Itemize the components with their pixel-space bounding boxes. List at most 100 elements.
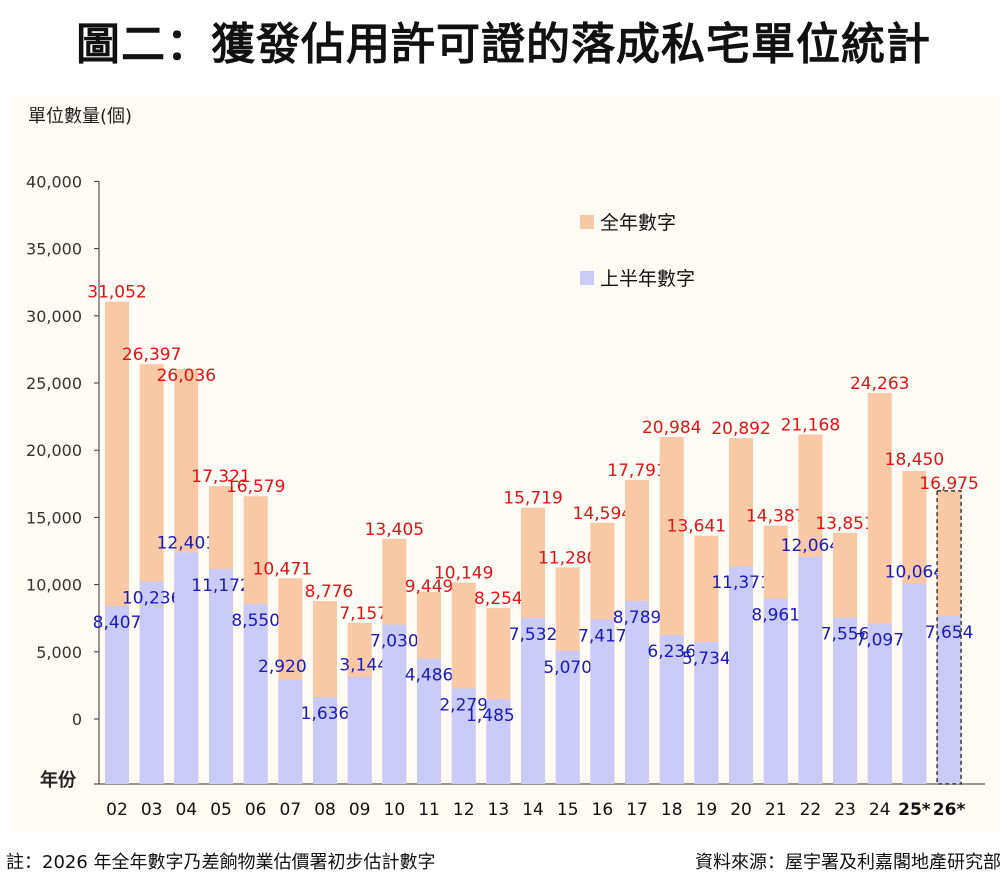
full-year-data-label: 20,892 (711, 419, 770, 439)
bar-half-year (798, 556, 823, 784)
y-tick-label: 0 (72, 710, 82, 729)
full-year-data-label: 9,449 (405, 577, 454, 597)
x-tick-label: 25* (898, 800, 931, 820)
full-year-data-label: 8,776 (305, 582, 354, 602)
half-year-data-label: 12,064 (781, 536, 840, 556)
full-year-data-label: 21,168 (781, 416, 840, 436)
half-year-data-label: 7,097 (855, 631, 904, 651)
full-year-data-label: 26,397 (122, 345, 181, 365)
legend-label-half-year: 上半年數字 (600, 268, 695, 290)
half-year-data-label: 5,734 (682, 649, 731, 669)
full-year-data-label: 17,321 (191, 467, 250, 487)
x-tick-label: 18 (661, 800, 683, 820)
half-year-data-label: 8,550 (231, 611, 280, 631)
y-tick-label: 5,000 (36, 643, 82, 662)
half-year-data-label: 2,279 (439, 695, 488, 715)
x-tick-label: 06 (245, 800, 267, 820)
bar-half-year (590, 619, 615, 784)
bar-half-year (243, 604, 268, 784)
full-year-data-label: 18,450 (885, 450, 944, 470)
bar-chart: 0 5,000 10,000 15,000 20,000 25,000 30,000 35,0… (26, 106, 985, 820)
x-tick-label: 15 (557, 800, 579, 820)
x-tick-label: 10 (384, 800, 406, 820)
half-year-data-label: 1,636 (301, 704, 350, 724)
bar-half-year (902, 583, 927, 784)
y-tick-label: 30,000 (26, 307, 82, 326)
half-year-data-label: 4,486 (405, 666, 454, 686)
full-year-data-label: 14,387 (746, 507, 805, 527)
bar-half-year (521, 617, 546, 784)
y-tick-label: 25,000 (26, 374, 82, 393)
full-year-data-label: 20,984 (642, 418, 701, 438)
half-year-data-label: 7,417 (578, 626, 627, 646)
half-year-data-label: 7,556 (821, 624, 870, 644)
full-year-data-label: 14,594 (573, 504, 632, 524)
x-tick-label: 23 (834, 800, 856, 820)
footnote: 註：2026 年全年數字乃差餉物業估價署初步估計數字 (6, 852, 436, 873)
bar-half-year (763, 598, 788, 784)
x-tick-label: 04 (176, 800, 198, 820)
bar-half-year (486, 699, 511, 784)
half-year-data-label: 11,172 (191, 576, 250, 596)
full-year-data-label: 13,851 (815, 514, 874, 534)
half-year-data-label: 5,070 (543, 658, 592, 678)
full-year-data-label: 26,036 (157, 366, 216, 386)
full-year-data-label: 16,579 (226, 477, 285, 497)
full-year-data-label: 13,405 (365, 520, 424, 540)
half-year-data-label: 10,064 (885, 563, 944, 583)
half-year-data-label: 7,532 (509, 625, 558, 645)
bar-half-year (313, 697, 338, 784)
half-year-data-label: 8,789 (613, 608, 662, 628)
x-tick-label: 05 (210, 800, 232, 820)
bar-half-year (937, 616, 962, 784)
full-year-data-label: 16,975 (919, 474, 978, 494)
source-note: 資料來源：屋宇署及利嘉閣地產研究部 (695, 852, 1001, 873)
bar-half-year (659, 635, 684, 784)
bar-half-year (278, 679, 303, 784)
bar-half-year (139, 581, 164, 784)
x-tick-label: 02 (106, 800, 128, 820)
half-year-data-label: 3,144 (339, 656, 388, 676)
bar-half-year (417, 658, 442, 784)
half-year-data-label: 12,401 (157, 533, 216, 553)
half-year-data-label: 1,485 (466, 706, 515, 726)
estimate-outline (936, 490, 962, 785)
bar-half-year (209, 568, 234, 784)
x-tick-label: 14 (522, 800, 544, 820)
y-tick-label: 35,000 (26, 240, 82, 259)
full-year-data-label: 24,263 (850, 374, 909, 394)
full-year-data-label: 11,280 (538, 548, 597, 568)
legend-swatch-half-year (580, 271, 594, 285)
x-tick-label: 12 (453, 800, 475, 820)
x-tick-label: 11 (418, 800, 440, 820)
x-tick-label: 13 (488, 800, 510, 820)
bar-half-year (174, 552, 199, 784)
bar-half-year (382, 624, 407, 784)
chart-title: 圖二：獲發佔用許可證的落成私宅單位統計 (76, 19, 931, 70)
x-tick-label: 07 (280, 800, 302, 820)
half-year-data-label: 2,920 (258, 657, 307, 677)
x-axis-label: 年份 (40, 769, 77, 791)
x-tick-label: 16 (592, 800, 614, 820)
legend-swatch-full-year (580, 215, 594, 229)
half-year-data-label: 7,654 (925, 623, 974, 643)
full-year-data-label: 10,471 (253, 559, 312, 579)
bar-half-year (694, 641, 719, 784)
half-year-data-label: 6,236 (647, 642, 696, 662)
full-year-data-label: 8,254 (474, 589, 523, 609)
y-axis-label: 單位數量(個) (28, 106, 132, 127)
x-tick-label: 09 (349, 800, 371, 820)
half-year-data-label: 7,030 (370, 632, 419, 652)
half-year-data-label: 11,371 (711, 573, 770, 593)
full-year-data-label: 7,157 (339, 604, 388, 624)
y-tick-label: 40,000 (26, 172, 82, 191)
bar-half-year (833, 617, 858, 784)
x-tick-label: 20 (730, 800, 752, 820)
half-year-data-label: 8,961 (751, 606, 800, 626)
x-tick-label: 24 (869, 800, 891, 820)
full-year-data-label: 17,791 (607, 461, 666, 481)
y-tick-label: 20,000 (26, 441, 82, 460)
bar-half-year (867, 623, 892, 784)
x-tick-label: 03 (141, 800, 163, 820)
bar-half-year (625, 600, 650, 784)
